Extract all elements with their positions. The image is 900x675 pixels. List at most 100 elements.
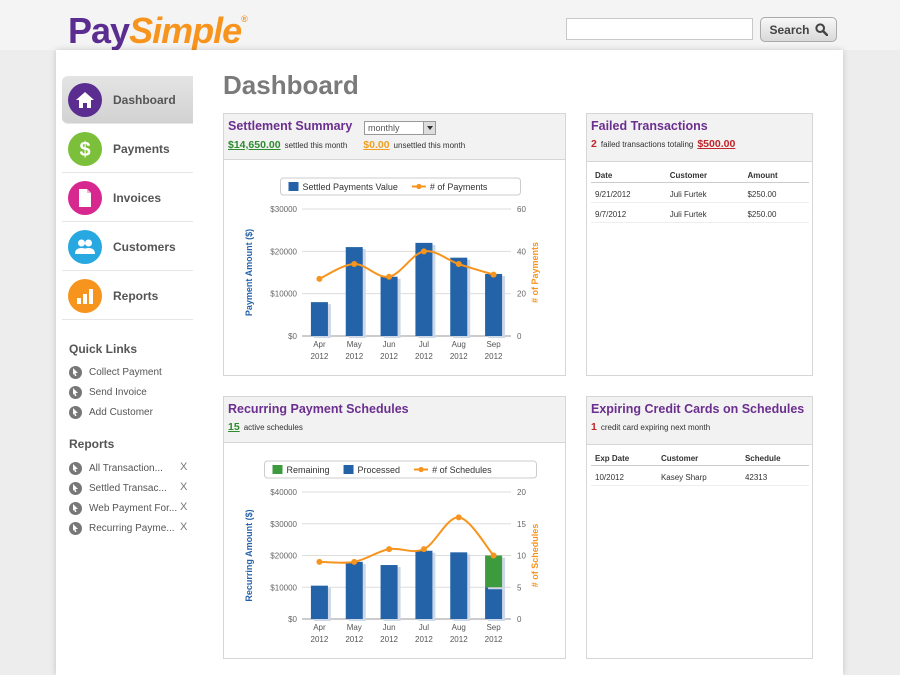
settlement-summary-title: Settlement Summary <box>228 119 353 133</box>
table-row[interactable]: 10/2012 Kasey Sharp 42313 <box>591 465 809 486</box>
remove-report-button[interactable]: X <box>180 461 188 473</box>
bar <box>415 242 433 336</box>
y-tick-label: $0 <box>288 615 297 624</box>
quick-link-add-customer[interactable]: Add Customer <box>69 404 153 420</box>
active-schedules-link[interactable]: 15 <box>228 421 240 433</box>
y2-tick-label: 5 <box>517 583 522 592</box>
y2-axis-title: # of Payments <box>530 242 540 303</box>
panel-header: Recurring Payment Schedules 15 active sc… <box>224 397 565 443</box>
quick-link-label: Add Customer <box>89 406 153 418</box>
line-point <box>455 514 462 521</box>
cell-date: 9/7/2012 <box>591 202 666 223</box>
recurring-schedules-stats: 15 active schedules <box>228 421 303 433</box>
quick-link-send-invoice[interactable]: Send Invoice <box>69 384 147 400</box>
y-tick-label: $30000 <box>270 520 297 529</box>
panel-header: Expiring Credit Cards on Schedules 1 cre… <box>587 397 812 445</box>
active-schedules-text: active schedules <box>243 423 303 432</box>
remove-report-button[interactable]: X <box>180 481 188 493</box>
search-button[interactable]: Search <box>760 17 837 42</box>
cell-amount: $250.00 <box>743 202 809 223</box>
column-header-exp-date: Exp Date <box>591 451 657 466</box>
report-link-web-payment-forms[interactable]: Web Payment For... X <box>69 500 187 516</box>
unsettled-amount-link[interactable]: $0.00 <box>363 139 390 151</box>
bar-chart-icon <box>68 278 102 313</box>
x-tick-label-month: Sep <box>486 340 501 349</box>
settled-amount-link[interactable]: $14,650.00 <box>228 139 281 151</box>
legend-box <box>280 177 521 196</box>
remove-report-button[interactable]: X <box>180 521 188 533</box>
failed-total-link[interactable]: $500.00 <box>697 138 736 150</box>
cursor-icon <box>69 385 82 399</box>
y-axis-title: Payment Amount ($) <box>244 229 254 316</box>
failed-transactions-stats: 2 failed transactions totaling $500.00 <box>591 138 735 150</box>
report-link-settled-transactions[interactable]: Settled Transac... X <box>69 480 187 496</box>
paysimple-logo[interactable]: PaySimple® <box>68 10 248 52</box>
nav-item-payments[interactable]: $ Payments <box>62 125 193 173</box>
x-tick-label-year: 2012 <box>380 635 398 644</box>
line-point <box>490 271 497 278</box>
people-icon <box>68 229 102 264</box>
legend-swatch <box>343 465 354 474</box>
cursor-icon <box>69 461 82 475</box>
remove-report-button[interactable]: X <box>180 501 188 513</box>
legend-label: Settled Payments Value <box>303 182 398 192</box>
line-point <box>316 275 323 282</box>
period-select[interactable]: monthly <box>364 121 436 135</box>
logo-text-pay: Pay <box>68 10 130 51</box>
y-tick-label: $10000 <box>270 583 297 592</box>
settlement-chart: Settled Payments Value # of Payments $0 0 $1… <box>244 177 540 361</box>
column-header-schedule: Schedule <box>740 451 809 466</box>
table-row[interactable]: 9/7/2012 Juli Furtek $250.00 <box>591 202 809 223</box>
x-tick-label-month: Aug <box>452 623 466 632</box>
report-link-recurring-payments[interactable]: Recurring Payme... X <box>69 520 187 536</box>
report-link-all-transactions[interactable]: All Transaction... X <box>69 460 187 476</box>
legend-label: Remaining <box>287 465 330 475</box>
nav-item-invoices[interactable]: Invoices <box>62 174 193 222</box>
expiring-cards-panel: Expiring Credit Cards on Schedules 1 cre… <box>586 396 813 659</box>
bar <box>485 555 503 588</box>
x-tick-label-year: 2012 <box>450 635 468 644</box>
bar <box>485 587 503 619</box>
nav-item-customers[interactable]: Customers <box>62 223 193 271</box>
line-point <box>386 273 393 280</box>
quick-link-label: Send Invoice <box>89 386 147 398</box>
x-tick-label-month: Apr <box>313 340 326 349</box>
document-icon <box>68 180 102 215</box>
expiring-cards-title: Expiring Credit Cards on Schedules <box>591 402 805 416</box>
recurring-chart: Remaining Processed # of Schedules $0 0 $1000… <box>244 460 540 644</box>
legend-label: Processed <box>358 465 401 475</box>
chevron-down-icon <box>423 122 435 134</box>
legend-label: # of Payments <box>430 182 488 192</box>
expiring-text: credit card expiring next month <box>600 423 711 432</box>
column-header-customer: Customer <box>656 451 741 466</box>
table-header-row: Exp Date Customer Schedule <box>591 451 809 466</box>
failed-count: 2 <box>591 138 597 150</box>
search-input[interactable] <box>566 18 753 40</box>
x-tick-label-year: 2012 <box>345 635 363 644</box>
y2-tick-label: 0 <box>517 332 522 341</box>
failed-text: failed transactions totaling <box>600 140 694 149</box>
report-link-label: All Transaction... <box>89 462 163 474</box>
x-tick-label-month: Aug <box>452 340 466 349</box>
x-tick-label-month: Sep <box>486 623 501 632</box>
line-point <box>316 558 323 565</box>
bar <box>450 552 468 619</box>
quick-links-heading: Quick Links <box>69 342 138 356</box>
x-tick-label-month: May <box>347 623 362 632</box>
settlement-summary-stats: $14,650.00 settled this month $0.00 unse… <box>228 139 465 151</box>
quick-link-collect-payment[interactable]: Collect Payment <box>69 364 162 380</box>
y-tick-label: $40000 <box>270 488 297 497</box>
x-tick-label-month: Jun <box>383 623 396 632</box>
legend-swatch <box>272 465 283 474</box>
cell-customer: Juli Furtek <box>665 182 744 203</box>
y-tick-label: $10000 <box>270 290 297 299</box>
failed-transactions-title: Failed Transactions <box>591 119 708 133</box>
report-link-label: Settled Transac... <box>89 482 167 494</box>
table-row[interactable]: 9/21/2012 Juli Furtek $250.00 <box>591 182 809 203</box>
nav-item-dashboard[interactable]: Dashboard <box>62 76 193 124</box>
svg-text:$: $ <box>79 139 90 160</box>
nav-item-reports[interactable]: Reports <box>62 272 193 320</box>
bar <box>380 565 398 619</box>
cell-amount: $250.00 <box>743 182 809 203</box>
cell-date: 9/21/2012 <box>591 182 666 203</box>
